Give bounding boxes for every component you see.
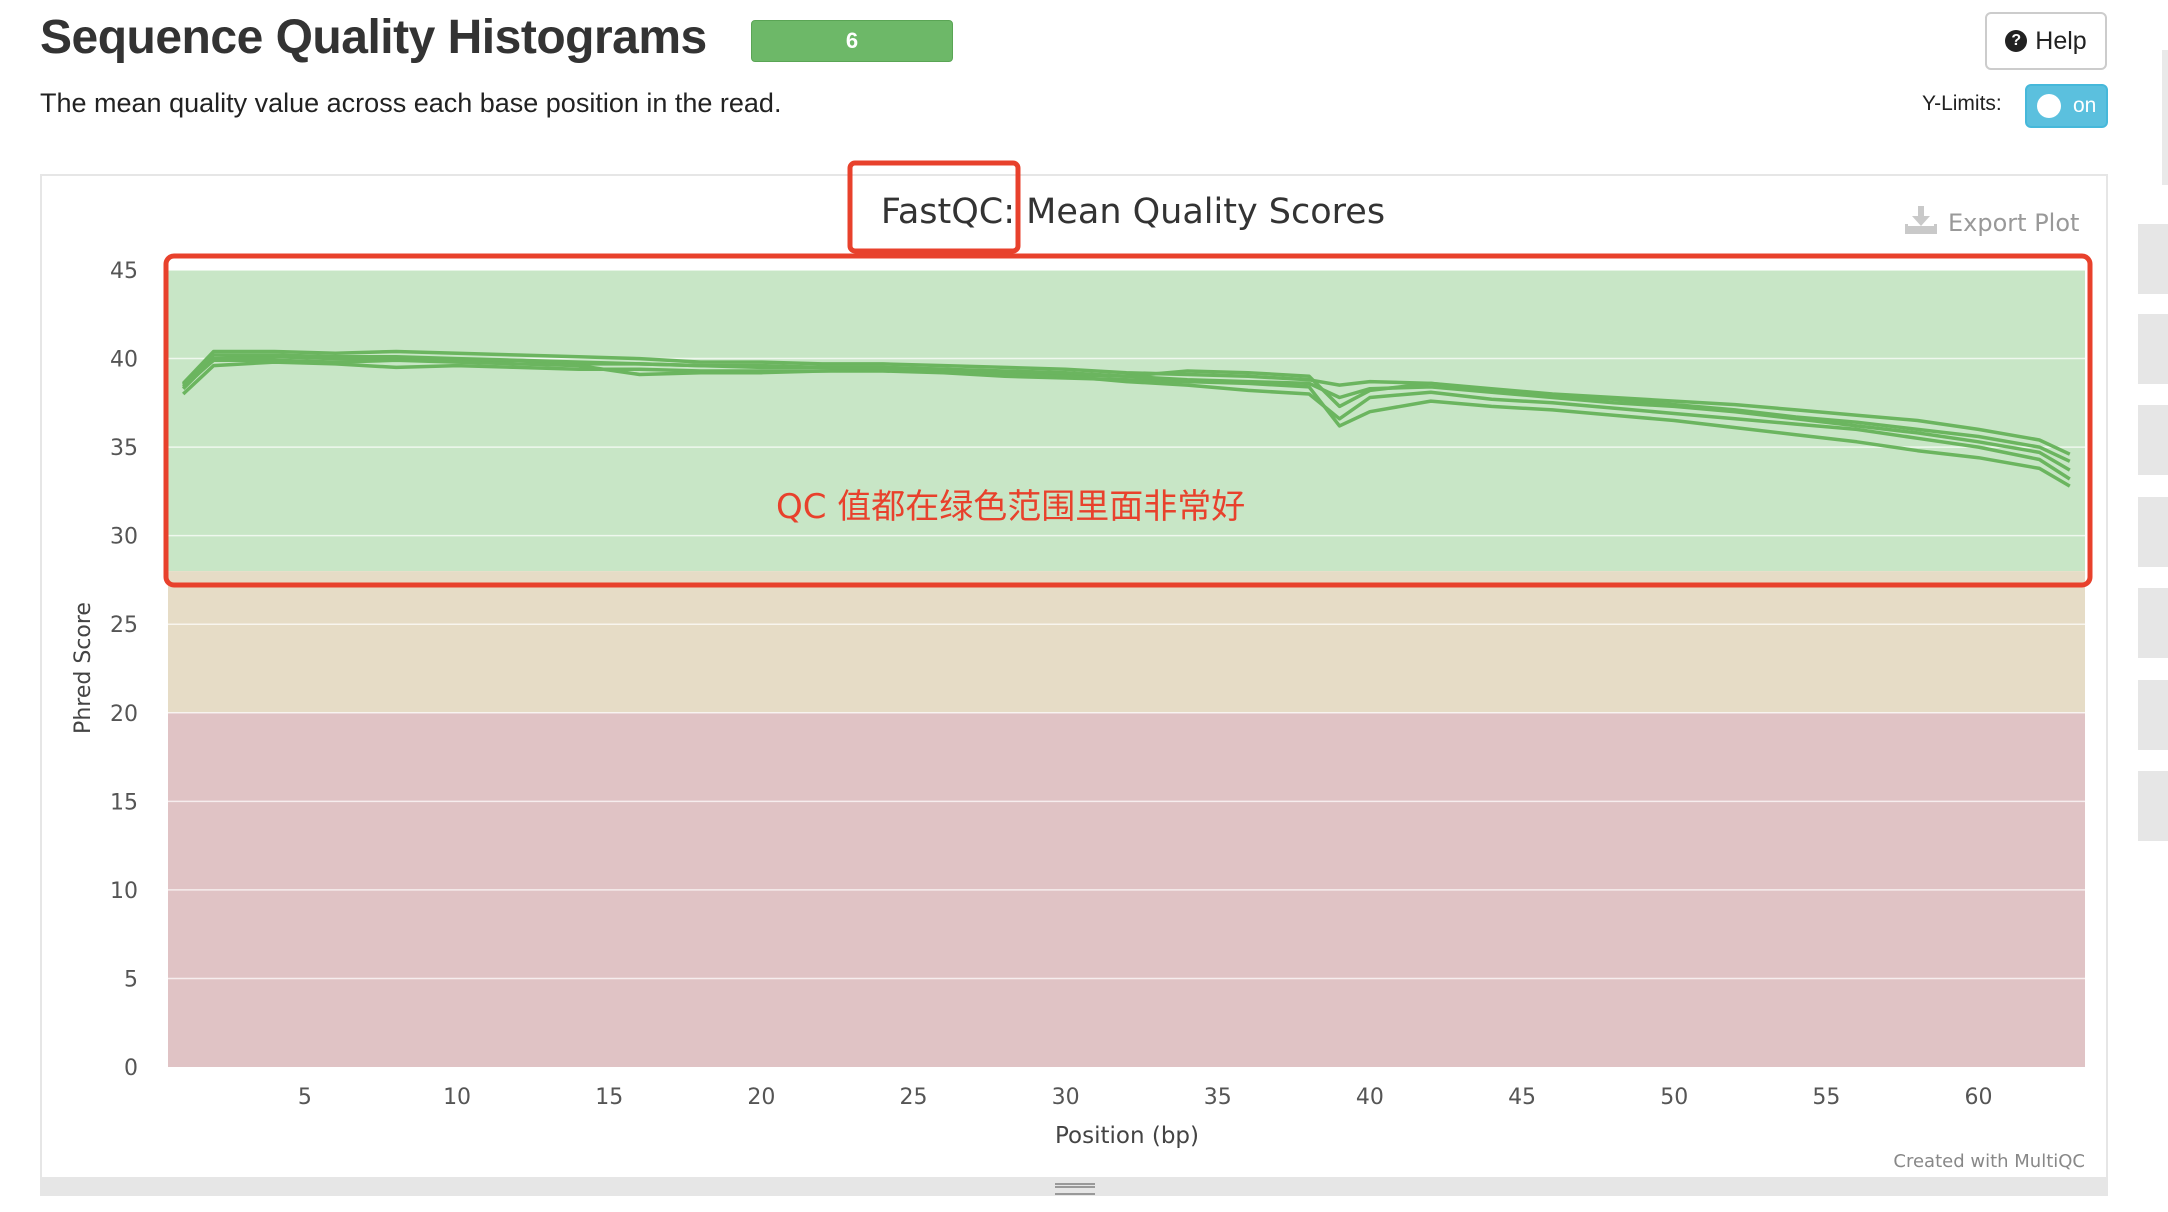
resize-grip-icon	[1055, 1183, 1095, 1195]
y-tick-label: 35	[110, 436, 138, 461]
y-tick-label: 5	[124, 967, 138, 992]
y-tick-label: 10	[110, 879, 138, 904]
toggle-knob	[2037, 94, 2061, 118]
y-tick-label: 45	[110, 259, 138, 284]
x-tick-label: 25	[900, 1085, 928, 1110]
side-toolbox-tab-save[interactable]	[2138, 588, 2168, 658]
good-range-highlight-box	[163, 253, 2093, 588]
export-plot-button[interactable]: Export Plot	[1905, 206, 2079, 237]
section-description: The mean quality value across each base …	[40, 88, 782, 118]
x-tick-label: 35	[1204, 1085, 1232, 1110]
multiqc-credit[interactable]: Created with MultiQC	[1893, 1151, 2085, 1172]
x-axis-label: Position (bp)	[1055, 1123, 1199, 1149]
side-toolbox-tab-highlight[interactable]	[2138, 224, 2168, 294]
x-tick-label: 50	[1660, 1085, 1688, 1110]
side-toolbox-tab-rename[interactable]	[2138, 314, 2168, 384]
download-icon	[1905, 206, 1937, 234]
side-toolbox-tab-help[interactable]	[2138, 771, 2168, 841]
good-range-annotation: QC 值都在绿色范围里面非常好	[776, 487, 1245, 527]
export-plot-label: Export Plot	[1948, 209, 2079, 237]
series-line-4[interactable]	[182, 358, 2071, 481]
side-toolbox-tab-settings[interactable]	[2138, 680, 2168, 750]
y-tick-label: 40	[110, 348, 138, 373]
x-tick-label: 55	[1812, 1085, 1840, 1110]
x-tick-label: 5	[298, 1085, 312, 1110]
x-tick-label: 15	[595, 1085, 623, 1110]
x-tick-label: 45	[1508, 1085, 1536, 1110]
y-tick-label: 25	[110, 613, 138, 638]
series-line-5[interactable]	[181, 353, 2071, 472]
ylimits-toggle[interactable]: on	[2025, 84, 2108, 128]
y-tick-label: 15	[110, 790, 138, 815]
y-tick-label: 20	[110, 702, 138, 727]
side-toolbox-tab-export[interactable]	[2138, 497, 2168, 567]
help-button[interactable]: ? Help	[1985, 12, 2107, 70]
x-tick-label: 30	[1052, 1085, 1080, 1110]
resize-grip-line	[1055, 1186, 1095, 1188]
section-title: Sequence Quality Histograms	[40, 11, 707, 64]
y-axis-label: Phred Score	[71, 602, 96, 734]
sample-count-badge[interactable]: 6	[751, 20, 953, 62]
side-toolbox-tab-hide[interactable]	[2138, 405, 2168, 475]
band-warn	[168, 571, 2085, 713]
series-line-3[interactable]	[182, 360, 2071, 488]
help-button-label: Help	[2035, 26, 2087, 55]
title-highlight-box	[847, 160, 1021, 254]
x-tick-label: 40	[1356, 1085, 1384, 1110]
y-tick-label: 30	[110, 525, 138, 550]
ylimits-label: Y-Limits:	[1922, 92, 2002, 115]
x-tick-label: 20	[747, 1085, 775, 1110]
question-circle-icon: ?	[2005, 30, 2028, 52]
page-scrollbar[interactable]	[2162, 50, 2168, 185]
chart-title: FastQC: Mean Quality Scores	[881, 192, 1385, 232]
x-tick-label: 10	[443, 1085, 471, 1110]
x-tick-label: 60	[1965, 1085, 1993, 1110]
y-tick-label: 0	[124, 1056, 138, 1081]
toggle-state-label: on	[2073, 94, 2097, 117]
